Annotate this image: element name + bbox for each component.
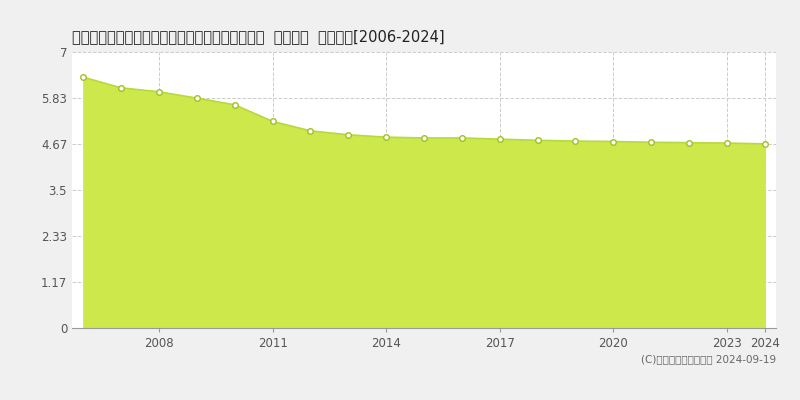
- Text: 福島県南会津郡南会津町田島字鎌倉崎乙２４番３  基準地価  地価推移[2006-2024]: 福島県南会津郡南会津町田島字鎌倉崎乙２４番３ 基準地価 地価推移[2006-20…: [72, 29, 445, 44]
- Text: (C)土地価格ドットコム 2024-09-19: (C)土地価格ドットコム 2024-09-19: [641, 354, 776, 364]
